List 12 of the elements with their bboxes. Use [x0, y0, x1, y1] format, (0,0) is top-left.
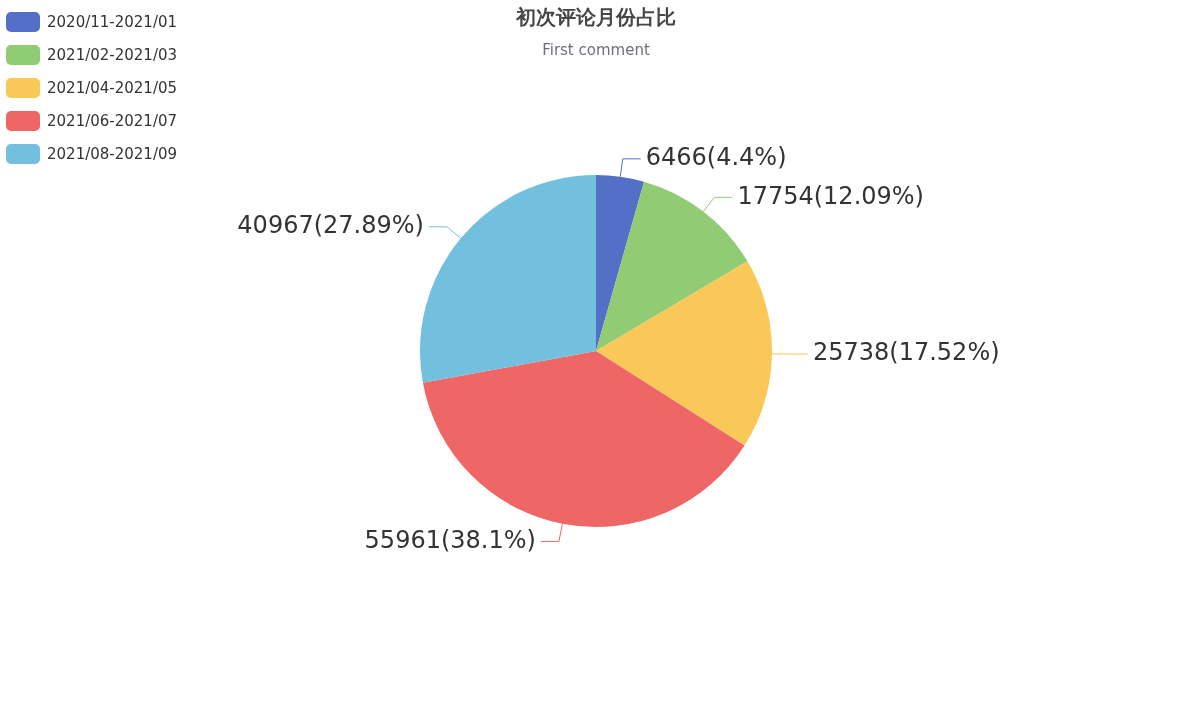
text: First comment	[542, 41, 650, 59]
data-label: 55961(38.1%)	[364, 525, 536, 554]
data-label: 40967(27.89%)	[237, 211, 424, 240]
chart-title: 初次评论月份占比	[516, 5, 676, 29]
legend-label: 2021/08-2021/09	[47, 144, 178, 163]
data-label: 6466(4.4%)	[645, 143, 787, 172]
legend-label: 2021/04-2021/05	[47, 78, 178, 97]
legend-label: 2020/11-2021/01	[47, 12, 178, 31]
data-label: 17754(12.09%)	[737, 181, 924, 210]
data-label: 25738(17.52%)	[812, 338, 1000, 367]
legend-label: 2021/02-2021/03	[47, 45, 178, 64]
legend-label: 2021/06-2021/07	[47, 111, 178, 130]
